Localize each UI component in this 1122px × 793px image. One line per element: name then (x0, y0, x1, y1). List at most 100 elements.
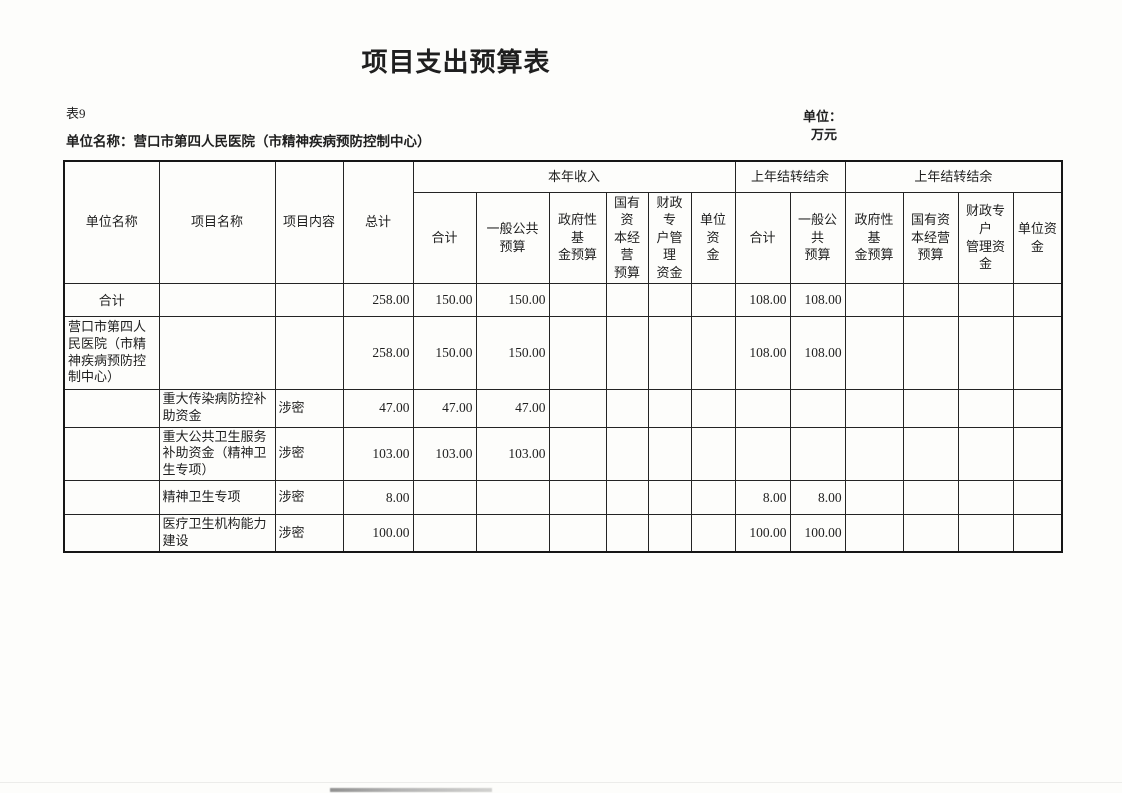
cell-cy-unit-fund (690, 480, 736, 516)
header-subcol-row: 合计 一般公共 预算 政府性基 金预算 国有资 本经营 预算 财政专 户管理 资… (64, 191, 1063, 284)
cell-project-name: 医疗卫生机构能力建设 (158, 514, 276, 553)
cell-cy-gov-fund (548, 388, 607, 428)
cell-cy-total: 47.00 (412, 388, 477, 428)
cell-cy-state-capital (605, 315, 649, 390)
cell-py-unit-fund (1012, 388, 1063, 428)
cell-cy-state-capital (605, 480, 649, 516)
cell-py-unit-fund (1012, 514, 1063, 553)
cell-cy-state-capital (605, 388, 649, 428)
cell-unit-name (63, 388, 160, 428)
header-py-fiscal-account: 财政专户 管理资金 (957, 191, 1014, 284)
cell-cy-total: 150.00 (412, 282, 477, 317)
cell-cy-gov-fund (548, 480, 607, 516)
cell-py-gov-fund (844, 480, 904, 516)
cell-py-state-capital (902, 282, 959, 317)
cell-unit-name (63, 480, 160, 516)
cell-cy-general: 150.00 (475, 315, 550, 390)
cell-grand-total: 103.00 (342, 426, 414, 482)
cell-py-state-capital (902, 426, 959, 482)
cell-py-state-capital (902, 480, 959, 516)
table-row: 精神卫生专项 涉密 8.00 8.00 8.00 (63, 480, 1063, 516)
cell-cy-fiscal (647, 514, 692, 553)
cell-project-content: 涉密 (274, 480, 344, 516)
unit-measure-value: 万元 (811, 126, 838, 142)
table-row: 重大传染病防控补助资金 涉密 47.00 47.00 47.00 (63, 388, 1063, 428)
cell-cy-general: 103.00 (475, 426, 550, 482)
cell-py-gov-fund (844, 514, 904, 553)
cell-cy-general (475, 480, 550, 516)
header-project-name: 项目名称 (158, 160, 276, 284)
cell-py-fiscal (957, 514, 1014, 553)
cell-unit-name: 合计 (63, 282, 160, 317)
cell-project-content: 涉密 (274, 388, 344, 428)
cell-py-total: 100.00 (734, 514, 791, 553)
cell-cy-fiscal (647, 388, 692, 428)
cell-project-content (274, 315, 344, 390)
header-py-total: 合计 (734, 191, 791, 284)
cell-py-unit-fund (1012, 282, 1063, 317)
table-row: 营口市第四人民医院（市精神疾病预防控制中心） 258.00 150.00 150… (63, 315, 1063, 390)
header-grand-total: 总计 (342, 160, 414, 284)
cell-cy-general (475, 514, 550, 553)
header-cy-total: 合计 (412, 191, 477, 284)
header-group-current-year-income: 本年收入 (412, 160, 736, 193)
unit-measure-label: 单位： 万元 (803, 108, 842, 143)
scan-artifact-mark (330, 788, 492, 792)
cell-cy-fiscal (647, 315, 692, 390)
cell-cy-total: 150.00 (412, 315, 477, 390)
cell-cy-unit-fund (690, 315, 736, 390)
cell-project-content: 涉密 (274, 426, 344, 482)
cell-cy-gov-fund (548, 514, 607, 553)
cell-py-general (789, 426, 846, 482)
cell-cy-unit-fund (690, 388, 736, 428)
cell-grand-total: 258.00 (342, 315, 414, 390)
cell-py-unit-fund (1012, 426, 1063, 482)
cell-cy-state-capital (605, 426, 649, 482)
cell-py-gov-fund (844, 426, 904, 482)
table-row: 重大公共卫生服务补助资金（精神卫生专项） 涉密 103.00 103.00 10… (63, 426, 1063, 482)
cell-py-unit-fund (1012, 480, 1063, 516)
cell-grand-total: 100.00 (342, 514, 414, 553)
cell-cy-gov-fund (548, 282, 607, 317)
cell-py-general: 8.00 (789, 480, 846, 516)
cell-cy-state-capital (605, 514, 649, 553)
cell-py-general (789, 388, 846, 428)
cell-project-name: 精神卫生专项 (158, 480, 276, 516)
page-title: 项目支出预算表 (361, 48, 551, 77)
cell-cy-general: 150.00 (475, 282, 550, 317)
cell-grand-total: 258.00 (342, 282, 414, 317)
cell-py-fiscal (957, 480, 1014, 516)
cell-py-fiscal (957, 388, 1014, 428)
cell-unit-name (63, 426, 160, 482)
header-group-row: 单位名称 项目名称 项目内容 总计 本年收入 上年结转结余 上年结转结余 (63, 160, 1063, 284)
cell-cy-total (412, 514, 477, 553)
cell-py-general: 108.00 (789, 282, 846, 317)
cell-py-fiscal (957, 315, 1014, 390)
cell-py-total (734, 388, 791, 428)
header-unit-name: 单位名称 (63, 160, 160, 284)
cell-py-state-capital (902, 514, 959, 553)
cell-cy-unit-fund (690, 426, 736, 482)
cell-py-general: 108.00 (789, 315, 846, 390)
header-py-general-budget: 一般公 共 预算 (789, 191, 846, 284)
cell-project-name (158, 315, 276, 390)
header-cy-gov-fund: 政府性基 金预算 (548, 191, 607, 284)
cell-cy-state-capital (605, 282, 649, 317)
cell-py-gov-fund (844, 282, 904, 317)
cell-cy-gov-fund (548, 426, 607, 482)
cell-cy-fiscal (647, 480, 692, 516)
cell-grand-total: 47.00 (342, 388, 414, 428)
header-cy-fiscal-account: 财政专 户管理 资金 (647, 191, 692, 284)
table-row: 医疗卫生机构能力建设 涉密 100.00 100.00 100.00 (63, 514, 1063, 553)
cell-grand-total: 8.00 (342, 480, 414, 516)
unit-measure-caption: 单位： (803, 109, 843, 124)
budget-table: 单位名称 项目名称 项目内容 总计 本年收入 上年结转结余 上年结转结余 合计 … (63, 160, 1064, 553)
cell-py-total: 108.00 (734, 282, 791, 317)
cell-py-total: 8.00 (734, 480, 791, 516)
cell-py-fiscal (957, 426, 1014, 482)
cell-cy-fiscal (647, 426, 692, 482)
cell-cy-gov-fund (548, 315, 607, 390)
scan-edge-line (0, 782, 1122, 783)
cell-project-name (158, 282, 276, 317)
table-number: 表9 (66, 106, 86, 121)
